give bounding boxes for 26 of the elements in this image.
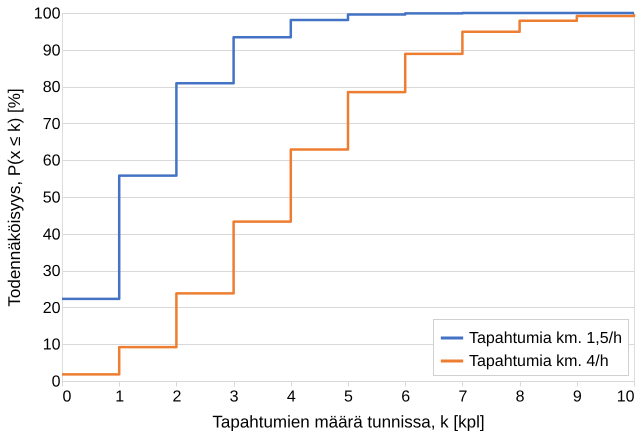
legend-label: Tapahtumia km. 1,5/h xyxy=(469,330,622,347)
y-tick-label: 0 xyxy=(52,374,61,390)
x-tick-label: 4 xyxy=(286,388,296,406)
x-axis-title: Tapahtumien määrä tunnissa, k [kpl] xyxy=(212,412,485,432)
y-tick-label: 50 xyxy=(42,190,61,206)
x-tick-label: 1 xyxy=(115,388,124,406)
y-tick-label: 100 xyxy=(34,6,61,22)
y-tick-label: 30 xyxy=(42,263,61,280)
y-axis-title: Todennäköisyys, P(x ≤ k) [%] xyxy=(4,88,24,307)
y-tick-label: 90 xyxy=(42,42,61,60)
x-tick-label: 7 xyxy=(458,388,468,406)
x-tick-label: 8 xyxy=(516,388,525,406)
y-tick-label: 40 xyxy=(42,226,61,244)
x-tick-label: 6 xyxy=(401,388,410,406)
x-tick-label: 10 xyxy=(616,388,635,406)
y-tick-label: 70 xyxy=(42,116,61,133)
x-tick-label: 9 xyxy=(572,388,582,406)
x-tick-label: 0 xyxy=(62,388,72,406)
y-tick-label: 20 xyxy=(42,300,61,317)
y-tick-label: 10 xyxy=(42,336,61,354)
legend-label: Tapahtumia km. 4/h xyxy=(469,353,609,370)
y-tick-label: 60 xyxy=(42,152,61,170)
x-tick-label: 5 xyxy=(344,388,354,406)
y-tick-label: 80 xyxy=(42,79,61,96)
x-tick-label: 3 xyxy=(230,388,239,406)
x-tick-label: 2 xyxy=(172,388,182,406)
